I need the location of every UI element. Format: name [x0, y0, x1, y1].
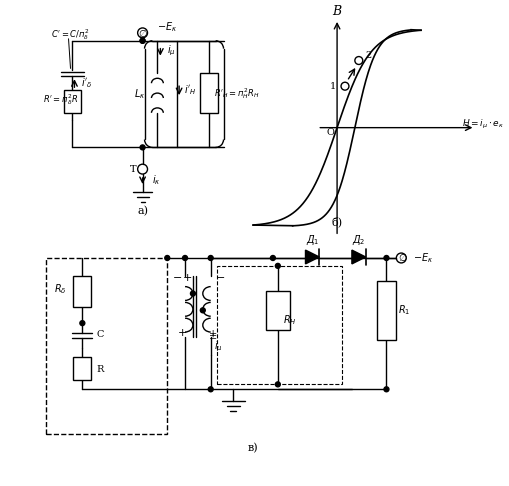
Circle shape: [275, 263, 280, 268]
Bar: [266, 291, 290, 330]
Text: $Д_1$: $Д_1$: [305, 234, 319, 247]
Circle shape: [208, 387, 213, 392]
Circle shape: [140, 38, 145, 43]
Text: $i'_{H}$: $i'_{H}$: [184, 83, 196, 97]
Text: −: −: [173, 273, 182, 283]
Circle shape: [183, 256, 187, 260]
Text: $H=i_{\mu}\cdot e_{\kappa}$: $H=i_{\mu}\cdot e_{\kappa}$: [462, 118, 504, 131]
Polygon shape: [352, 250, 366, 264]
Text: 1: 1: [330, 82, 336, 91]
Text: +: +: [209, 329, 217, 337]
Text: $Д_2$: $Д_2$: [352, 234, 365, 247]
Text: ±: ±: [209, 332, 217, 342]
Text: C: C: [96, 330, 103, 340]
Bar: [73, 357, 91, 381]
Text: O: O: [326, 128, 334, 137]
Text: +: +: [182, 273, 192, 283]
Bar: [64, 90, 81, 113]
Circle shape: [80, 321, 85, 326]
Circle shape: [384, 387, 389, 392]
Text: $R'=п_{\delta}^2 R$: $R'=п_{\delta}^2 R$: [43, 92, 78, 107]
Text: +: +: [177, 328, 187, 338]
Circle shape: [275, 382, 280, 387]
Text: б): б): [331, 216, 343, 227]
Text: $i_{\mu}$: $i_{\mu}$: [214, 340, 223, 354]
Text: $\varnothing$: $\varnothing$: [138, 27, 148, 39]
Circle shape: [208, 256, 213, 260]
Text: B: B: [332, 5, 342, 17]
Text: $R_1$: $R_1$: [398, 303, 410, 317]
Text: $R_{H}$: $R_{H}$: [283, 313, 296, 327]
Text: $i_{\kappa}$: $i_{\kappa}$: [152, 173, 161, 187]
Text: $C'=C/п_{\delta}^2$: $C'=C/п_{\delta}^2$: [51, 27, 89, 42]
Bar: [46, 258, 167, 434]
Circle shape: [270, 256, 275, 260]
Circle shape: [140, 145, 145, 150]
Text: 2: 2: [365, 51, 372, 60]
Text: $R_{\delta}$: $R_{\delta}$: [54, 283, 67, 296]
Circle shape: [140, 38, 145, 43]
Text: $L_{\kappa}$: $L_{\kappa}$: [134, 87, 146, 101]
Text: $-E_{\kappa}$: $-E_{\kappa}$: [157, 20, 178, 34]
Text: а): а): [137, 207, 148, 217]
Text: $\varnothing$: $\varnothing$: [399, 251, 408, 263]
Text: $R'_{H}=п_{H}^2 R_{H}$: $R'_{H}=п_{H}^2 R_{H}$: [214, 86, 259, 101]
Circle shape: [384, 256, 389, 260]
Bar: [377, 281, 397, 340]
Text: $i_{\mu}$: $i_{\mu}$: [167, 43, 176, 58]
Circle shape: [201, 308, 205, 313]
Bar: [200, 73, 218, 113]
Bar: [217, 266, 342, 384]
Text: −: −: [216, 273, 225, 283]
Circle shape: [165, 256, 169, 260]
Text: T: T: [129, 165, 136, 174]
Bar: [73, 276, 91, 307]
Circle shape: [190, 291, 195, 296]
Text: R: R: [96, 365, 103, 374]
Text: в): в): [248, 443, 259, 454]
Text: $-E_{\kappa}$: $-E_{\kappa}$: [413, 251, 433, 265]
Polygon shape: [305, 250, 319, 264]
Text: $i'_{\delta}$: $i'_{\delta}$: [80, 76, 92, 90]
